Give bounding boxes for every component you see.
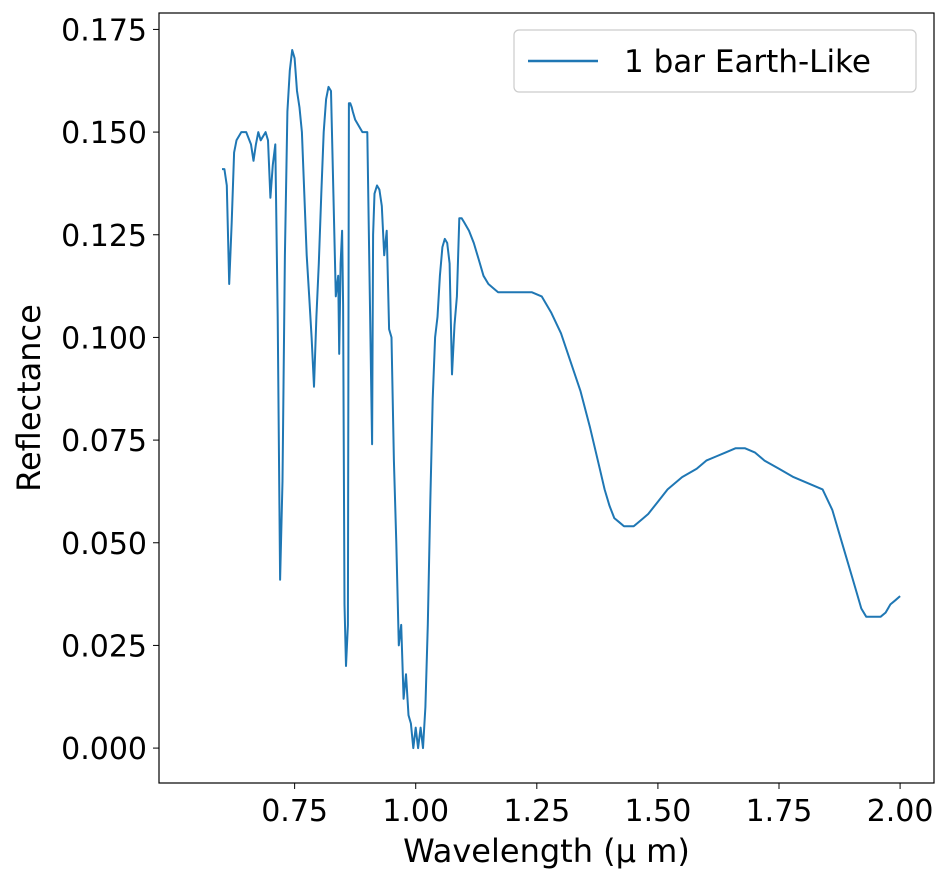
plot-frame [158, 12, 935, 784]
plot-area [159, 13, 934, 783]
x-tick-label: 0.75 [261, 794, 328, 829]
x-tick-label: 2.00 [867, 794, 934, 829]
y-tick-label: 0.125 [61, 219, 147, 254]
x-tick-label: 1.50 [625, 794, 692, 829]
y-tick-label: 0.075 [61, 424, 147, 459]
x-tick-label: 1.00 [382, 794, 449, 829]
y-tick-label: 0.150 [61, 116, 147, 151]
y-tick-label: 0.025 [61, 629, 147, 664]
series-line-1-bar-earth-like [222, 49, 901, 750]
y-tick-label: 0.100 [61, 321, 147, 356]
x-tick-label: 1.75 [746, 794, 813, 829]
y-axis-label: Reflectance [10, 304, 48, 492]
y-tick-label: 0.175 [61, 13, 147, 48]
x-axis-ticks: 0.75 1.00 1.25 1.50 1.75 2.00 [261, 783, 933, 829]
x-tick-label: 1.25 [503, 794, 570, 829]
legend-label: 1 bar Earth-Like [624, 44, 871, 80]
x-axis-label: Wavelength (μ m) [403, 832, 690, 870]
legend-box [513, 29, 917, 93]
legend: 1 bar Earth-Like [513, 29, 917, 93]
y-tick-label: 0.050 [61, 527, 147, 562]
y-tick-label: 0.000 [61, 732, 147, 767]
y-axis-ticks: 0.000 0.025 0.050 0.075 0.100 0.125 0.150 0.175 [61, 13, 159, 767]
